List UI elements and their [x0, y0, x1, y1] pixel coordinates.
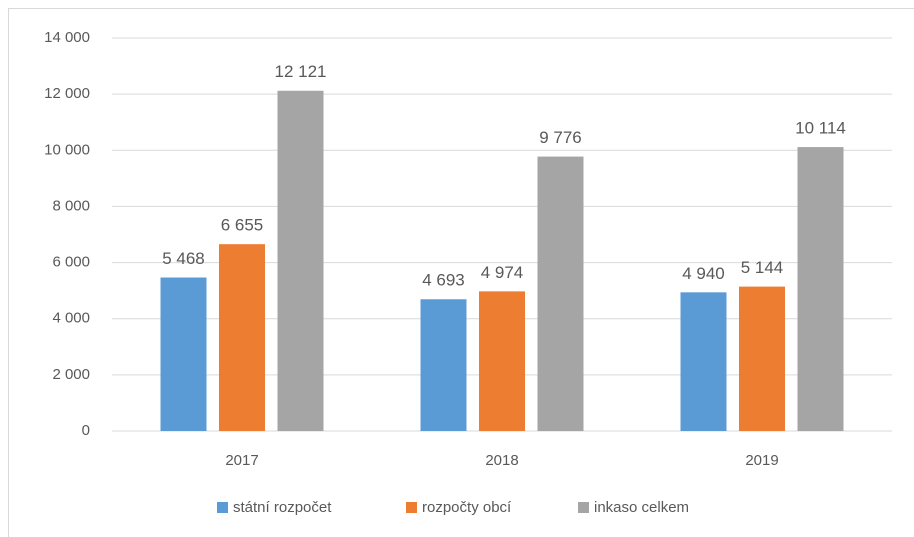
x-tick-label: 2017: [225, 452, 258, 469]
y-tick-label: 4 000: [52, 310, 90, 327]
legend-label: státní rozpočet: [233, 499, 332, 516]
y-tick-label: 6 000: [52, 254, 90, 271]
value-label: 4 974: [481, 263, 524, 282]
legend-label: inkaso celkem: [594, 499, 689, 516]
value-label: 6 655: [221, 216, 264, 235]
value-label: 5 144: [741, 258, 784, 277]
y-tick-label: 0: [82, 422, 90, 439]
y-tick-label: 2 000: [52, 366, 90, 383]
bar: [277, 90, 324, 431]
chart-frame: [8, 8, 914, 537]
value-label: 4 693: [422, 271, 465, 290]
legend-swatch: [578, 502, 589, 513]
legend-swatch: [217, 502, 228, 513]
value-label: 5 468: [162, 249, 205, 268]
x-tick-label: 2019: [745, 452, 778, 469]
value-label: 9 776: [539, 128, 582, 147]
bar: [680, 292, 727, 431]
bar: [797, 147, 844, 431]
x-tick-label: 2018: [485, 452, 518, 469]
legend-label: rozpočty obcí: [422, 499, 512, 516]
y-tick-label: 14 000: [44, 29, 90, 46]
bar: [479, 291, 525, 431]
value-label: 4 940: [682, 264, 725, 283]
bar: [739, 286, 785, 431]
value-label: 10 114: [795, 119, 846, 138]
value-label: 12 121: [275, 62, 327, 81]
bar: [219, 244, 265, 431]
bar: [420, 299, 467, 431]
bar: [537, 156, 584, 431]
y-tick-label: 10 000: [44, 141, 90, 158]
bar: [160, 277, 207, 431]
y-tick-label: 12 000: [44, 85, 90, 102]
legend-swatch: [406, 502, 417, 513]
y-tick-label: 8 000: [52, 197, 90, 214]
